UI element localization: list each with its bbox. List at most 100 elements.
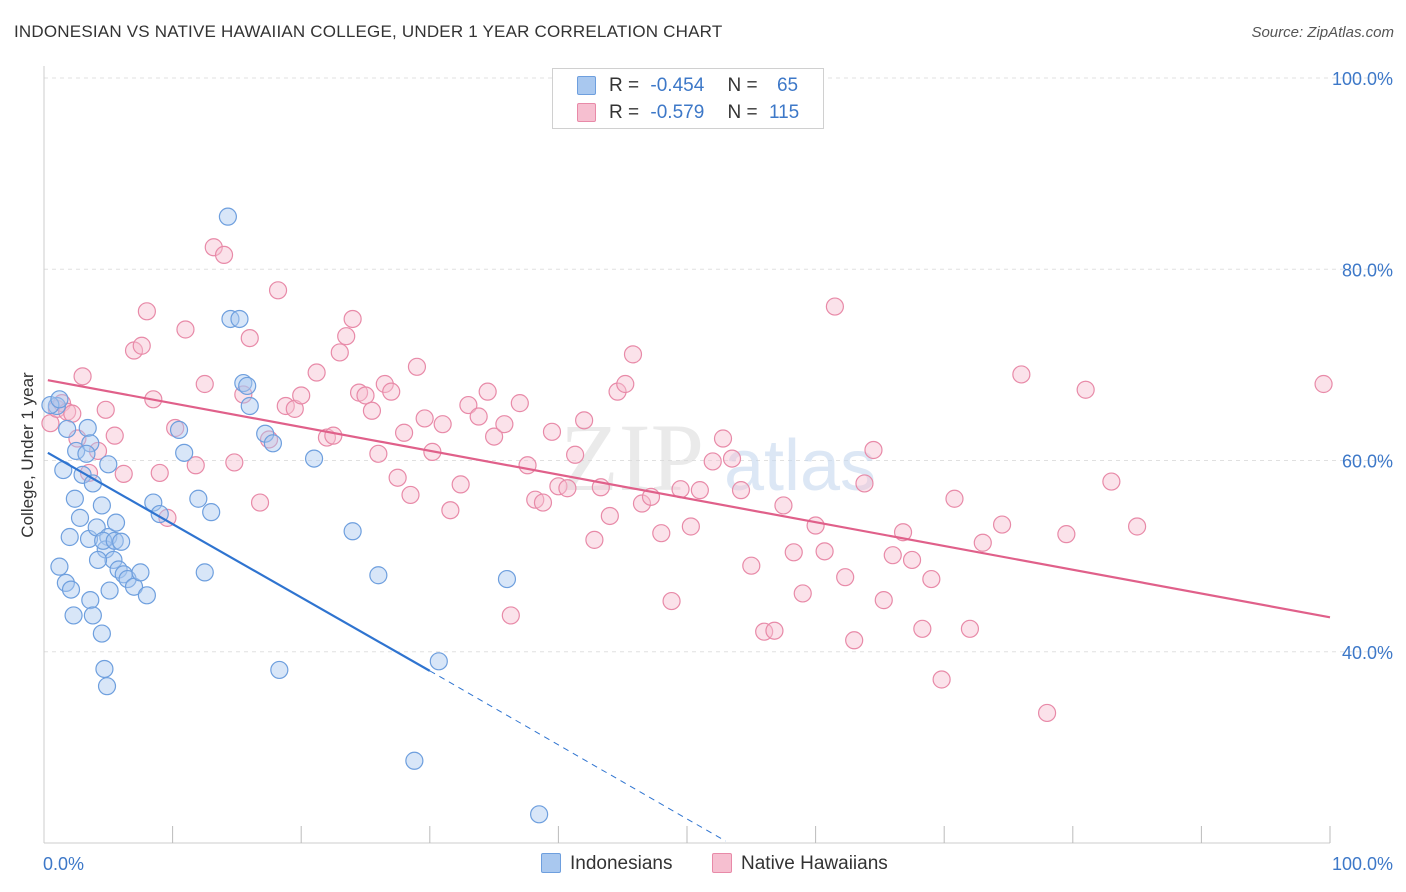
data-point: [189, 489, 208, 508]
data-point: [292, 386, 311, 405]
data-point: [815, 542, 834, 561]
legend-item-indonesians[interactable]: Indonesians: [541, 851, 672, 877]
data-point: [356, 386, 375, 405]
data-point: [195, 374, 214, 394]
data-point: [825, 297, 844, 316]
data-point: [70, 508, 90, 527]
n-label: N =: [727, 75, 758, 96]
data-point: [731, 481, 751, 500]
data-point: [50, 390, 69, 409]
data-point: [497, 569, 517, 589]
data-point: [73, 367, 92, 386]
data-point: [330, 343, 349, 362]
data-point: [401, 485, 420, 505]
data-point: [765, 621, 784, 640]
data-point: [1314, 374, 1333, 394]
data-point: [1076, 380, 1095, 399]
data-point: [92, 496, 111, 515]
data-point: [600, 506, 619, 526]
data-point: [202, 503, 221, 522]
data-point: [608, 382, 627, 401]
data-point: [836, 568, 855, 587]
data-point: [195, 563, 214, 582]
data-point: [78, 418, 97, 438]
data-point: [270, 660, 289, 680]
data-point: [137, 302, 156, 321]
legend-swatch-blue: [541, 853, 561, 873]
data-point: [58, 419, 77, 439]
x-tick-label-max: 100.0%: [1332, 854, 1393, 874]
data-point: [913, 619, 932, 638]
data-point: [63, 404, 82, 423]
data-point: [510, 394, 529, 413]
data-point: [681, 517, 700, 536]
data-point: [268, 281, 288, 300]
data-point: [230, 309, 249, 329]
indonesians-points: [41, 207, 549, 824]
data-point: [742, 556, 761, 575]
data-point: [100, 581, 119, 600]
data-point: [81, 591, 100, 610]
data-point: [77, 444, 96, 463]
data-point: [112, 532, 131, 551]
data-point: [575, 411, 594, 430]
data-point: [369, 444, 388, 463]
data-point: [1127, 517, 1147, 536]
data-point: [106, 513, 126, 532]
data-point: [79, 463, 99, 483]
data-point: [132, 336, 151, 355]
data-point: [495, 415, 514, 434]
data-point: [240, 329, 259, 348]
data-point: [169, 420, 189, 439]
data-point: [518, 456, 537, 475]
data-point: [485, 427, 504, 446]
n-value: 115: [768, 102, 800, 123]
data-point: [144, 493, 163, 512]
data-point: [337, 327, 356, 346]
data-point: [713, 429, 733, 448]
data-point: [632, 494, 652, 513]
data-point: [703, 452, 722, 471]
y-tick-label: 80.0%: [1342, 260, 1393, 280]
data-point: [99, 455, 118, 474]
data-point: [64, 606, 83, 625]
data-point: [150, 463, 169, 483]
data-point: [623, 345, 643, 364]
data-point: [652, 524, 671, 543]
data-point: [864, 440, 883, 460]
data-point: [343, 522, 362, 541]
data-point: [131, 563, 150, 582]
y-tick-label: 100.0%: [1332, 69, 1393, 89]
data-point: [585, 530, 604, 549]
data-point: [186, 456, 205, 475]
legend-swatch-pink: [712, 853, 732, 873]
data-point: [533, 493, 553, 512]
data-point: [855, 474, 874, 493]
data-point: [97, 677, 117, 696]
watermark: ZIP atlas: [560, 404, 876, 511]
data-point: [88, 550, 108, 570]
data-point: [388, 468, 407, 487]
data-point: [96, 400, 115, 419]
data-point: [806, 516, 825, 535]
data-point: [405, 751, 424, 770]
data-point: [50, 557, 69, 576]
data-point: [616, 374, 635, 394]
data-point: [883, 546, 902, 565]
trend-line-indonesians-extension: [429, 670, 726, 842]
data-point: [105, 531, 124, 550]
data-point: [362, 401, 382, 420]
data-point: [549, 477, 568, 496]
data-point: [65, 489, 84, 508]
data-point: [369, 566, 388, 585]
legend-item-native-hawaiians[interactable]: Native Hawaiians: [712, 851, 888, 877]
data-point: [558, 479, 577, 498]
data-point: [88, 441, 108, 461]
data-point: [922, 569, 941, 589]
legend-label: Native Hawaiians: [741, 853, 888, 874]
r-value: -0.579: [650, 102, 705, 123]
data-point: [690, 481, 709, 500]
data-point: [441, 501, 460, 520]
data-point: [394, 423, 414, 442]
r-label: R =: [609, 75, 640, 96]
